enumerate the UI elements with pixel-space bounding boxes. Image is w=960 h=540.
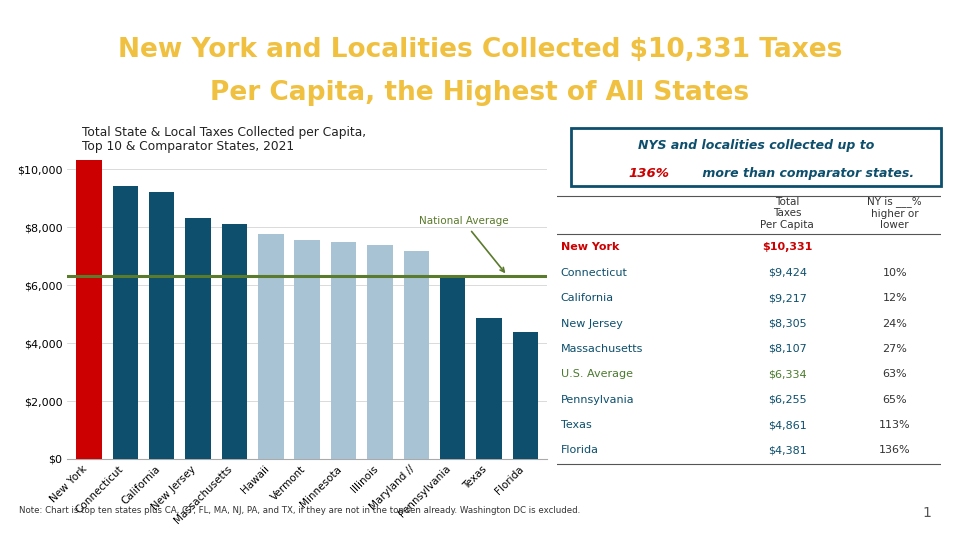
Text: Texas: Texas	[561, 420, 591, 430]
Bar	[112, 186, 138, 459]
Text: 24%: 24%	[882, 319, 907, 328]
Text: more than comparator states.: more than comparator states.	[698, 167, 914, 180]
Text: New Jersey: New Jersey	[561, 319, 622, 328]
Text: Top 10 & Comparator States, 2021: Top 10 & Comparator States, 2021	[82, 140, 294, 153]
Text: NYS and localities collected up to: NYS and localities collected up to	[637, 139, 875, 152]
Text: $4,861: $4,861	[768, 420, 806, 430]
Text: Per Capita, the Highest of All States: Per Capita, the Highest of All States	[210, 80, 750, 106]
Text: $9,424: $9,424	[768, 268, 806, 278]
Text: National Average: National Average	[419, 217, 509, 272]
Text: $6,334: $6,334	[768, 369, 806, 379]
Bar	[403, 251, 429, 459]
Bar	[476, 318, 502, 459]
Text: 136%: 136%	[879, 446, 910, 455]
Text: Pennsylvania: Pennsylvania	[561, 395, 635, 404]
Text: $4,381: $4,381	[768, 446, 806, 455]
Text: NY is ___%
higher or
lower: NY is ___% higher or lower	[868, 196, 922, 230]
Text: Massachusetts: Massachusetts	[561, 344, 643, 354]
Bar	[295, 240, 320, 459]
Text: 65%: 65%	[882, 395, 907, 404]
Text: 1: 1	[922, 506, 931, 520]
Bar	[440, 278, 466, 459]
Bar	[258, 234, 283, 459]
Text: Total State & Local Taxes Collected per Capita,: Total State & Local Taxes Collected per …	[82, 126, 366, 139]
Text: $10,331: $10,331	[762, 242, 812, 253]
Text: Florida: Florida	[561, 446, 599, 455]
Bar	[222, 224, 248, 459]
Bar	[513, 332, 539, 459]
Text: 12%: 12%	[882, 293, 907, 303]
Text: 136%: 136%	[628, 167, 669, 180]
Text: 113%: 113%	[879, 420, 910, 430]
Text: $8,107: $8,107	[768, 344, 806, 354]
Text: Note: Chart is top ten states plus CA, CT, FL, MA, NJ, PA, and TX, if they are n: Note: Chart is top ten states plus CA, C…	[19, 506, 581, 515]
Bar	[149, 192, 175, 459]
Text: Connecticut: Connecticut	[561, 268, 628, 278]
Bar	[331, 242, 356, 459]
Bar	[185, 219, 211, 459]
Text: New York and Localities Collected $10,331 Taxes: New York and Localities Collected $10,33…	[118, 37, 842, 63]
Bar	[76, 160, 102, 459]
Text: New York: New York	[561, 242, 619, 253]
Text: $9,217: $9,217	[768, 293, 806, 303]
Bar	[368, 245, 393, 459]
Text: 27%: 27%	[882, 344, 907, 354]
Text: 10%: 10%	[882, 268, 907, 278]
Text: 63%: 63%	[882, 369, 907, 379]
Text: Total
Taxes
Per Capita: Total Taxes Per Capita	[760, 197, 814, 230]
Text: California: California	[561, 293, 613, 303]
Text: $8,305: $8,305	[768, 319, 806, 328]
Text: $6,255: $6,255	[768, 395, 806, 404]
Text: U.S. Average: U.S. Average	[561, 369, 633, 379]
